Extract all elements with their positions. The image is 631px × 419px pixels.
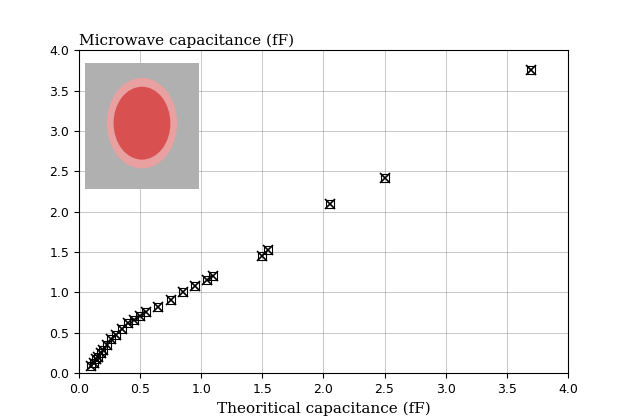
Ellipse shape: [107, 78, 177, 168]
Text: Microwave capacitance (fF): Microwave capacitance (fF): [79, 34, 294, 48]
Ellipse shape: [114, 87, 170, 160]
X-axis label: Theoritical capacitance (fF): Theoritical capacitance (fF): [216, 401, 430, 416]
